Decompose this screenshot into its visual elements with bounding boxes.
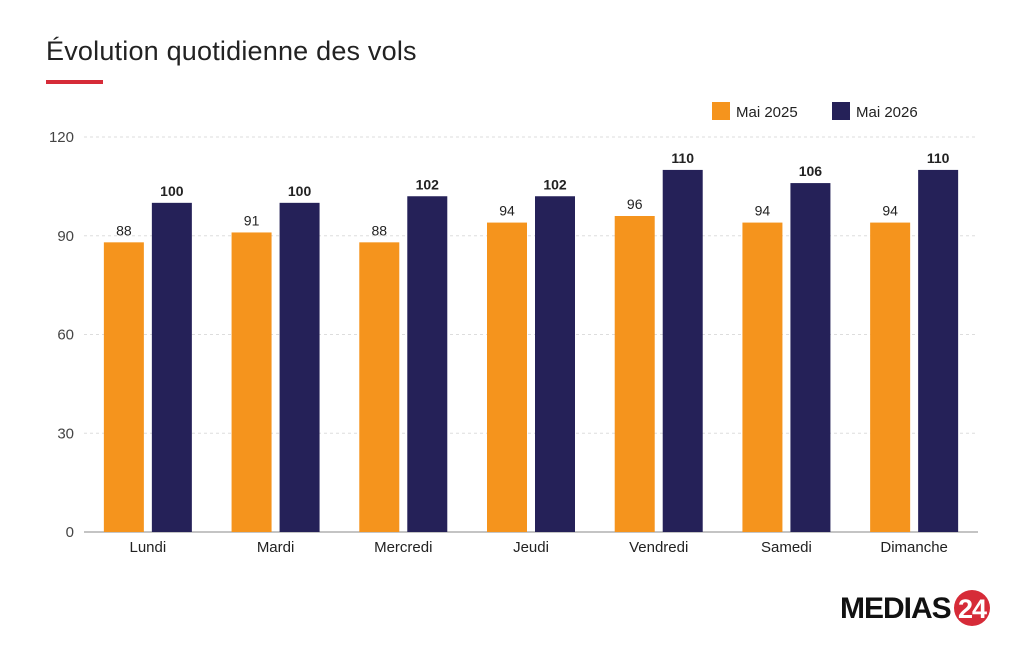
bar-2025 [614,216,655,532]
data-label: 110 [671,150,694,166]
y-tick-label: 120 [49,129,74,146]
grid-lines [84,136,978,533]
bar-2026 [918,169,959,532]
x-tick-label: Mardi [257,539,295,556]
bar-2025 [742,222,783,533]
data-label: 94 [882,203,898,219]
bar-2025 [487,222,527,533]
bar-2025 [231,232,272,533]
data-label: 102 [416,176,440,192]
bars: 88 100 91 100 88 102 94 102 96 110 94 106 94 110 [103,150,959,533]
data-label: 100 [160,183,184,199]
bar-2025 [103,242,144,533]
legend-label: Mai 2026 [856,104,918,121]
data-label: 88 [371,222,387,238]
x-tick-label: Jeudi [513,539,549,556]
y-tick-label: 0 [66,524,74,541]
bar-2026 [279,202,320,533]
data-label: 100 [288,183,312,199]
title-underline [46,80,103,84]
data-label: 88 [116,222,132,238]
data-label: 94 [755,203,771,219]
legend-swatch [712,102,730,120]
medias24-logo-mark: MEDIAS 24 [840,590,990,626]
legend-swatch [832,102,850,120]
x-tick-label: Vendredi [629,539,688,556]
x-tick-label: Lundi [130,539,167,556]
medias24-logo: MEDIAS 24 [840,588,1000,636]
svg-text:24: 24 [958,594,987,624]
x-tick-label: Mercredi [374,539,432,556]
data-label: 91 [244,212,260,228]
x-axis-ticks: Lundi Mardi Mercredi Jeudi Vendredi Samedi Dim… [130,539,948,556]
y-tick-label: 60 [57,327,74,344]
bar-2025 [359,242,400,533]
x-tick-label: Samedi [761,539,812,556]
bar-2026 [407,196,448,532]
bar-2026 [662,169,703,532]
data-label: 110 [927,150,950,166]
legend-label: Mai 2025 [736,104,798,121]
data-label: 96 [627,196,643,212]
bar-2026 [151,202,192,533]
legend: Mai 2025 Mai 2026 [712,102,918,121]
x-tick-label: Dimanche [880,539,948,556]
y-tick-label: 90 [57,228,74,245]
chart-title: Évolution quotidienne des vols [46,36,417,66]
svg-text:MEDIAS: MEDIAS [840,592,951,625]
bar-2026 [535,196,575,532]
data-label: 94 [499,203,515,219]
y-axis-ticks: 0 30 60 90 120 [49,129,74,541]
data-label: 102 [543,176,567,192]
data-label: 106 [799,163,823,179]
y-tick-label: 30 [57,425,74,442]
bar-2025 [870,222,911,533]
bar-2026 [790,183,831,533]
